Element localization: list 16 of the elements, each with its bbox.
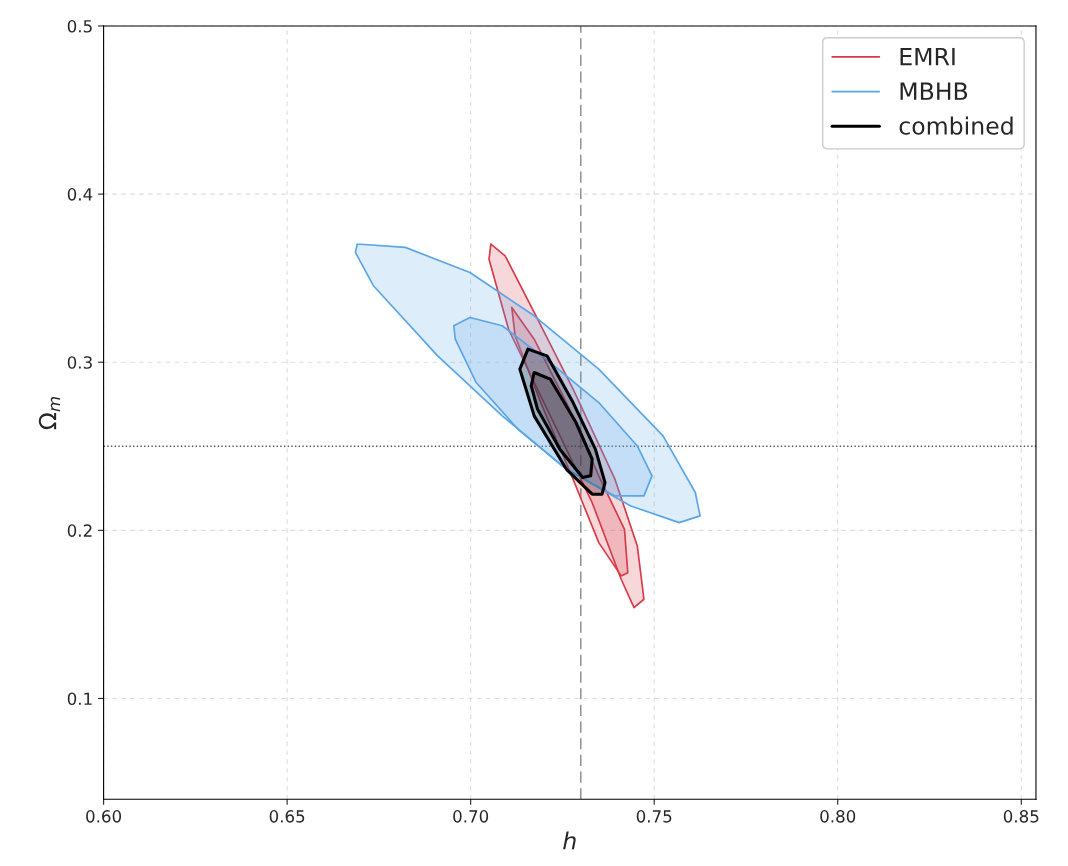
y-tick-label: 0.4 (67, 188, 93, 201)
legend-label: MBHB (900, 82, 968, 100)
y-axis-title: Ω$_{m}$ (38, 397, 61, 430)
x-tick-label: 0.75 (636, 810, 672, 823)
legend-label: EMRI (900, 47, 955, 66)
x-tick-label: 0.60 (86, 810, 122, 823)
y-tick-label: 0.2 (67, 524, 92, 537)
x-tick-label: 0.80 (820, 810, 856, 823)
y-tick-label: 0.5 (67, 19, 92, 33)
y-tick-label: 0.1 (67, 692, 92, 706)
x-tick-label: 0.65 (269, 810, 305, 823)
legend-label: combined (899, 116, 1013, 135)
x-tick-label: 0.70 (453, 810, 489, 823)
x-tick-label: 0.85 (1003, 810, 1039, 823)
y-tick-label: 0.3 (67, 356, 92, 369)
x-axis-title: h (563, 831, 576, 850)
